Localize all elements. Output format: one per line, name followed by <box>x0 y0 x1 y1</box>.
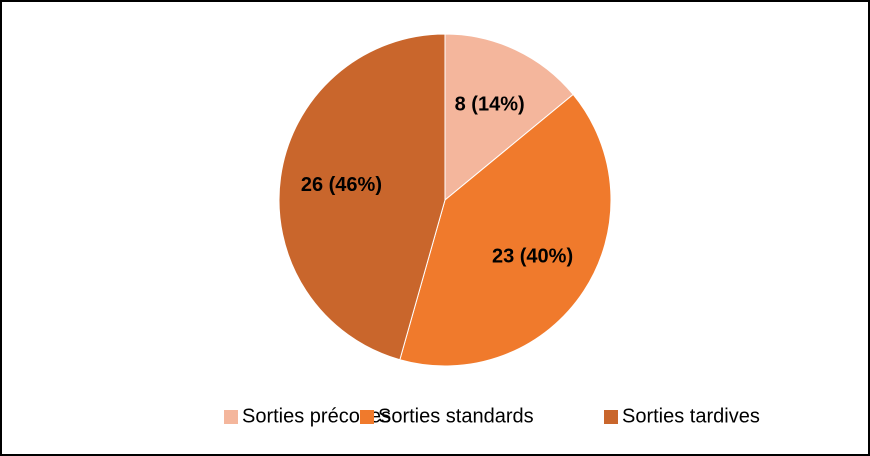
legend-swatch <box>604 410 618 424</box>
legend-swatch <box>224 410 238 424</box>
legend-label: Sorties tardives <box>622 405 760 427</box>
data-label: 26 (46%) <box>301 174 382 196</box>
legend-label: Sorties standards <box>378 405 534 427</box>
pie-slice <box>444 33 574 202</box>
pie-slice <box>278 33 446 361</box>
legend-label: Sorties précoces <box>242 405 391 427</box>
data-label: 8 (14%) <box>455 94 525 116</box>
data-label: 23 (40%) <box>492 245 573 267</box>
legend-swatch <box>360 410 374 424</box>
pie-slice <box>399 93 612 367</box>
